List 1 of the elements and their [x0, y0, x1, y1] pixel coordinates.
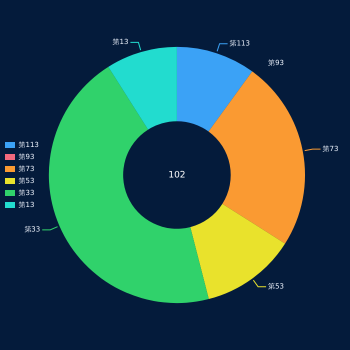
text: 102	[168, 170, 186, 180]
